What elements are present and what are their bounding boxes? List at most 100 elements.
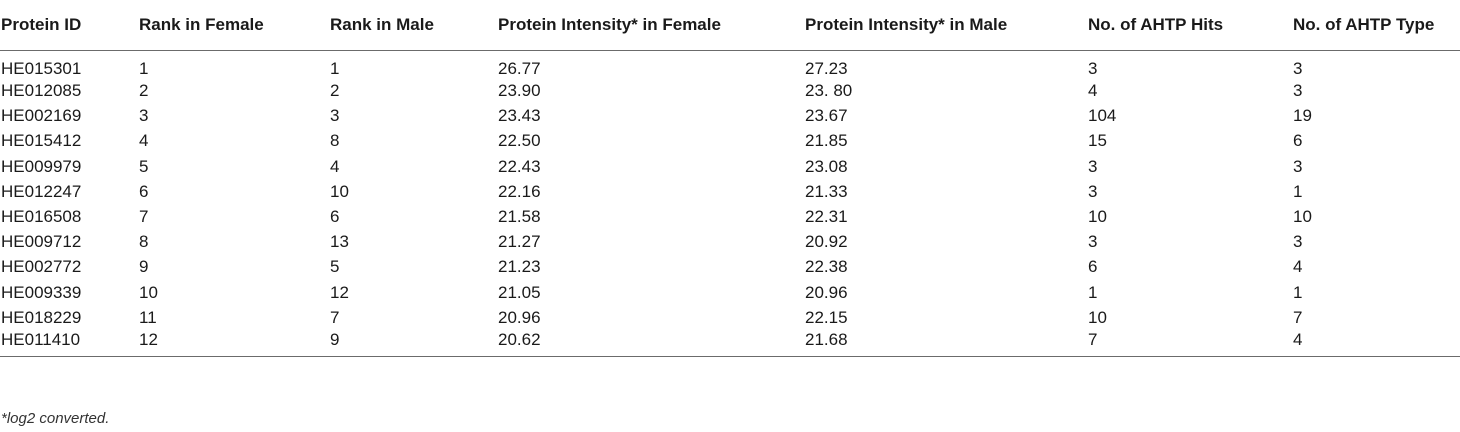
cell-intensity-male: 22.38 xyxy=(805,257,848,277)
table-row: HE015412 4 8 22.50 21.85 15 6 xyxy=(0,129,1460,154)
cell-protein-id: HE012085 xyxy=(1,81,82,101)
cell-intensity-male: 22.15 xyxy=(805,307,848,327)
cell-intensity-female: 22.43 xyxy=(498,156,541,176)
cell-rank-male: 7 xyxy=(330,307,340,327)
table-row: HE009979 5 4 22.43 23.08 3 3 xyxy=(0,154,1460,179)
cell-protein-id: HE011410 xyxy=(0,330,138,358)
cell-rank-female: 6 xyxy=(139,181,149,201)
cell-rank-male: 1 xyxy=(330,58,340,78)
table-row: HE002169 3 3 23.43 23.67 104 19 xyxy=(0,104,1460,129)
cell-ahtp-hits: 104 xyxy=(1088,106,1117,126)
cell-ahtp-type: 1 xyxy=(1293,282,1303,302)
cell-rank-female: 7 xyxy=(139,207,149,227)
cell-rank-female: 4 xyxy=(139,131,149,151)
cell-intensity-female: 23.90 xyxy=(498,81,541,101)
cell-ahtp-hits: 4 xyxy=(1088,81,1098,101)
cell-protein-id: HE015412 xyxy=(1,131,82,151)
cell-rank-female: 2 xyxy=(139,81,149,101)
cell-rank-female: 10 xyxy=(139,282,158,302)
table-row: HE018229 11 7 20.96 22.15 10 7 xyxy=(0,305,1460,330)
cell-rank-male: 2 xyxy=(330,81,340,101)
cell-rank-male: 12 xyxy=(330,282,349,302)
table-row: HE009712 8 13 21.27 20.92 3 3 xyxy=(0,230,1460,255)
cell-protein-id: HE009979 xyxy=(1,156,82,176)
cell-rank-male: 13 xyxy=(330,232,349,252)
cell-rank-female: 8 xyxy=(139,232,149,252)
table-row: HE011410 12 9 20.62 21.68 7 4 xyxy=(0,330,1460,358)
cell-ahtp-hits: 7 xyxy=(1087,330,1292,358)
cell-intensity-female: 21.58 xyxy=(498,207,541,227)
cell-ahtp-type: 7 xyxy=(1293,307,1303,327)
cell-ahtp-hits: 10 xyxy=(1088,307,1107,327)
cell-intensity-female: 21.05 xyxy=(498,282,541,302)
cell-intensity-female: 22.50 xyxy=(498,131,541,151)
cell-ahtp-hits: 15 xyxy=(1088,131,1107,151)
cell-ahtp-type: 1 xyxy=(1293,181,1303,201)
cell-protein-id: HE002772 xyxy=(1,257,82,277)
cell-intensity-male: 23.08 xyxy=(805,156,848,176)
cell-protein-id: HE002169 xyxy=(1,106,82,126)
header-row: Protein ID Rank in Female Rank in Male P… xyxy=(0,0,1460,51)
cell-intensity-female: 21.23 xyxy=(498,257,541,277)
cell-intensity-male: 21.33 xyxy=(805,181,848,201)
cell-ahtp-type: 3 xyxy=(1293,232,1303,252)
cell-rank-female: 5 xyxy=(139,156,149,176)
cell-intensity-male: 27.23 xyxy=(805,58,848,78)
cell-intensity-male: 20.96 xyxy=(805,282,848,302)
cell-ahtp-type: 3 xyxy=(1293,156,1303,176)
cell-ahtp-type: 4 xyxy=(1293,257,1303,277)
cell-ahtp-hits: 3 xyxy=(1088,156,1098,176)
cell-rank-male: 5 xyxy=(330,257,340,277)
table-row: HE012085 2 2 23.90 23. 80 4 3 xyxy=(0,79,1460,104)
cell-intensity-female: 20.62 xyxy=(497,330,804,358)
cell-protein-id: HE018229 xyxy=(1,307,82,327)
cell-rank-male: 9 xyxy=(329,330,497,358)
cell-ahtp-hits: 3 xyxy=(1088,58,1098,78)
header-intensity-female: Protein Intensity* in Female xyxy=(497,0,804,51)
cell-rank-female: 9 xyxy=(139,257,149,277)
cell-ahtp-hits: 10 xyxy=(1088,207,1107,227)
cell-intensity-male: 23.67 xyxy=(805,106,848,126)
cell-intensity-male: 21.68 xyxy=(804,330,1087,358)
header-ahtp-hits: No. of AHTP Hits xyxy=(1087,0,1292,51)
cell-intensity-male: 21.85 xyxy=(805,131,848,151)
cell-rank-male: 3 xyxy=(330,106,340,126)
cell-ahtp-type: 19 xyxy=(1293,106,1312,126)
cell-ahtp-type: 3 xyxy=(1293,81,1303,101)
cell-intensity-female: 23.43 xyxy=(498,106,541,126)
cell-protein-id: HE012247 xyxy=(1,181,82,201)
protein-table: Protein ID Rank in Female Rank in Male P… xyxy=(0,0,1460,358)
cell-intensity-male: 23. 80 xyxy=(805,81,853,101)
cell-protein-id: HE009339 xyxy=(1,282,82,302)
cell-protein-id: HE009712 xyxy=(1,232,82,252)
cell-intensity-male: 20.92 xyxy=(805,232,848,252)
cell-ahtp-type: 10 xyxy=(1293,207,1312,227)
header-protein-id: Protein ID xyxy=(0,0,138,51)
cell-ahtp-hits: 1 xyxy=(1088,282,1098,302)
cell-rank-male: 4 xyxy=(330,156,340,176)
cell-rank-female: 1 xyxy=(139,58,149,78)
cell-ahtp-hits: 3 xyxy=(1088,232,1098,252)
cell-protein-id: HE016508 xyxy=(1,207,82,227)
cell-ahtp-type: 3 xyxy=(1293,58,1303,78)
table-header: Protein ID Rank in Female Rank in Male P… xyxy=(0,0,1460,51)
table-row: HE012247 6 10 22.16 21.33 3 1 xyxy=(0,179,1460,204)
table-row: HE002772 9 5 21.23 22.38 6 4 xyxy=(0,255,1460,280)
cell-rank-male: 10 xyxy=(330,181,349,201)
table-row: HE016508 7 6 21.58 22.31 10 10 xyxy=(0,204,1460,229)
cell-intensity-female: 22.16 xyxy=(498,181,541,201)
cell-rank-female: 3 xyxy=(139,106,149,126)
cell-protein-id: HE015301 xyxy=(1,58,82,78)
cell-rank-female: 12 xyxy=(138,330,329,358)
header-ahtp-type: No. of AHTP Type xyxy=(1292,0,1460,51)
cell-intensity-female: 20.96 xyxy=(498,307,541,327)
header-rank-male: Rank in Male xyxy=(329,0,497,51)
table-footnote: *log2 converted. xyxy=(1,410,110,427)
cell-intensity-male: 22.31 xyxy=(805,207,848,227)
cell-rank-male: 8 xyxy=(330,131,340,151)
table-row: HE009339 10 12 21.05 20.96 1 1 xyxy=(0,280,1460,305)
cell-intensity-female: 26.77 xyxy=(498,58,541,78)
cell-ahtp-type: 6 xyxy=(1293,131,1303,151)
table-body: HE015301 1 1 26.77 27.23 3 3 HE012085 2 2 23.90 23.… xyxy=(0,50,1460,358)
